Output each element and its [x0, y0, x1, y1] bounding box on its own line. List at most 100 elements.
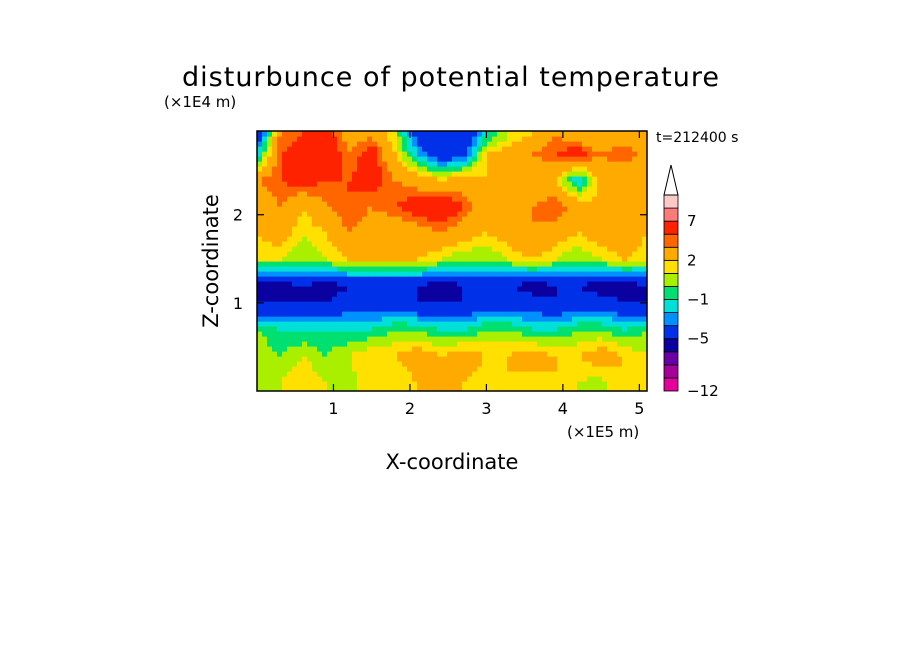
- field-cell: [317, 386, 323, 391]
- field-cell: [552, 316, 558, 322]
- field-cell: [552, 306, 558, 312]
- field-cell: [322, 266, 328, 272]
- field-cell: [607, 306, 613, 312]
- field-cell: [587, 151, 593, 157]
- field-cell: [367, 221, 373, 227]
- field-cell: [477, 376, 483, 382]
- field-cell: [537, 361, 543, 367]
- field-cell: [307, 171, 313, 177]
- field-cell: [477, 276, 483, 282]
- field-cell: [527, 361, 533, 367]
- field-cell: [592, 321, 598, 327]
- field-cell: [587, 161, 593, 167]
- field-cell: [362, 191, 368, 197]
- field-cell: [532, 316, 538, 322]
- field-cell: [442, 221, 448, 227]
- field-cell: [312, 161, 318, 167]
- field-cell: [382, 281, 388, 287]
- field-cell: [642, 221, 647, 227]
- field-cell: [487, 236, 493, 242]
- field-cell: [302, 341, 308, 347]
- field-cell: [297, 161, 303, 167]
- field-cell: [267, 236, 273, 242]
- field-cell: [592, 316, 598, 322]
- field-cell: [522, 191, 528, 197]
- field-cell: [372, 376, 378, 382]
- field-cell: [512, 221, 518, 227]
- field-cell: [582, 291, 588, 297]
- field-cell: [402, 156, 408, 162]
- field-cell: [422, 256, 428, 262]
- field-cell: [522, 336, 528, 342]
- field-cell: [562, 336, 568, 342]
- field-cell: [392, 301, 398, 307]
- field-cell: [532, 381, 538, 387]
- field-cell: [517, 236, 523, 242]
- field-cell: [577, 161, 583, 167]
- field-cell: [432, 301, 438, 307]
- field-cell: [397, 226, 403, 232]
- field-cell: [417, 251, 423, 257]
- field-cell: [322, 156, 328, 162]
- field-cell: [277, 341, 283, 347]
- field-cell: [497, 191, 503, 197]
- field-cell: [332, 196, 338, 202]
- field-cell: [567, 351, 573, 357]
- field-cell: [592, 171, 598, 177]
- field-cell: [587, 321, 593, 327]
- field-cell: [627, 326, 633, 332]
- field-cell: [547, 386, 553, 391]
- field-cell: [612, 211, 618, 217]
- field-cell: [442, 361, 448, 367]
- field-cell: [557, 236, 563, 242]
- field-cell: [257, 386, 263, 391]
- field-cell: [627, 301, 633, 307]
- colorbar-label: −1: [687, 291, 709, 309]
- field-cell: [492, 371, 498, 377]
- field-cell: [327, 386, 333, 391]
- field-cell: [322, 366, 328, 372]
- field-cell: [422, 246, 428, 252]
- field-cell: [447, 141, 453, 147]
- field-cell: [257, 161, 263, 167]
- field-cell: [357, 361, 363, 367]
- field-cell: [607, 346, 613, 352]
- field-cell: [392, 261, 398, 267]
- field-cell: [547, 246, 553, 252]
- field-cell: [437, 196, 443, 202]
- field-cell: [322, 146, 328, 152]
- field-cell: [392, 136, 398, 142]
- field-cell: [597, 201, 603, 207]
- field-cell: [302, 306, 308, 312]
- field-cell: [582, 251, 588, 257]
- field-cell: [287, 236, 293, 242]
- field-cell: [487, 281, 493, 287]
- field-cell: [327, 276, 333, 282]
- field-cell: [357, 216, 363, 222]
- field-cell: [267, 296, 273, 302]
- field-cell: [392, 146, 398, 152]
- field-cell: [412, 166, 418, 172]
- field-cell: [437, 321, 443, 327]
- field-cell: [642, 191, 647, 197]
- field-cell: [562, 261, 568, 267]
- field-cell: [632, 371, 638, 377]
- field-cell: [572, 256, 578, 262]
- field-cell: [392, 176, 398, 182]
- field-cell: [272, 251, 278, 257]
- field-cell: [572, 331, 578, 337]
- field-cell: [287, 386, 293, 391]
- field-cell: [532, 341, 538, 347]
- field-cell: [432, 171, 438, 177]
- field-cell: [387, 356, 393, 362]
- field-cell: [267, 146, 273, 152]
- field-cell: [637, 316, 643, 322]
- field-cell: [532, 231, 538, 237]
- field-cell: [552, 236, 558, 242]
- field-cell: [552, 221, 558, 227]
- field-cell: [557, 341, 563, 347]
- field-cell: [472, 346, 478, 352]
- field-cell: [347, 181, 353, 187]
- field-cell: [567, 331, 573, 337]
